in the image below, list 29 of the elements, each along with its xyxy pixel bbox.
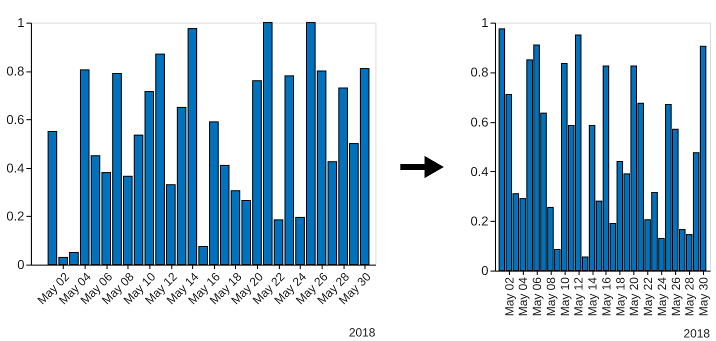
x-tick-label: May 26 [668,276,683,316]
y-tick-label: 1 [481,15,488,30]
x-tick-label: May 16 [599,276,614,316]
x-tick-label: May 04 [516,276,530,316]
y-tick-label: 0.4 [470,164,488,179]
x-tick-label: May 08 [544,276,558,316]
x-tick-label: May 20 [627,276,642,316]
x-tick-label: May 24 [654,276,669,316]
y-tick-label: 0 [481,263,488,278]
text: 2018 [683,326,710,340]
text: 2018 [348,325,376,340]
x-tick-label: May 10 [558,276,572,316]
y-tick-label: 0.4 [6,160,24,176]
y-tick-label: 0.6 [6,112,24,127]
y-tick-label: 0.8 [6,64,24,79]
x-tick-label: May 22 [641,276,656,316]
x-tick-label: May 02 [502,276,516,316]
y-tick-label: 0.2 [470,213,488,228]
x-tick-label: May 14 [586,276,600,316]
x-tick-label: May 12 [572,276,586,316]
y-tick-label: 0.6 [470,114,488,130]
x-tick-label: May 28 [682,276,697,316]
y-tick-label: 0.8 [470,64,488,80]
y-tick-label: 0 [17,257,24,272]
x-tick-label: May 06 [530,276,544,316]
x-tick-label: May 30 [696,276,711,316]
x-tick-label: May 18 [613,276,628,316]
y-tick-label: 1 [17,15,24,30]
y-tick-label: 0.2 [6,208,24,224]
